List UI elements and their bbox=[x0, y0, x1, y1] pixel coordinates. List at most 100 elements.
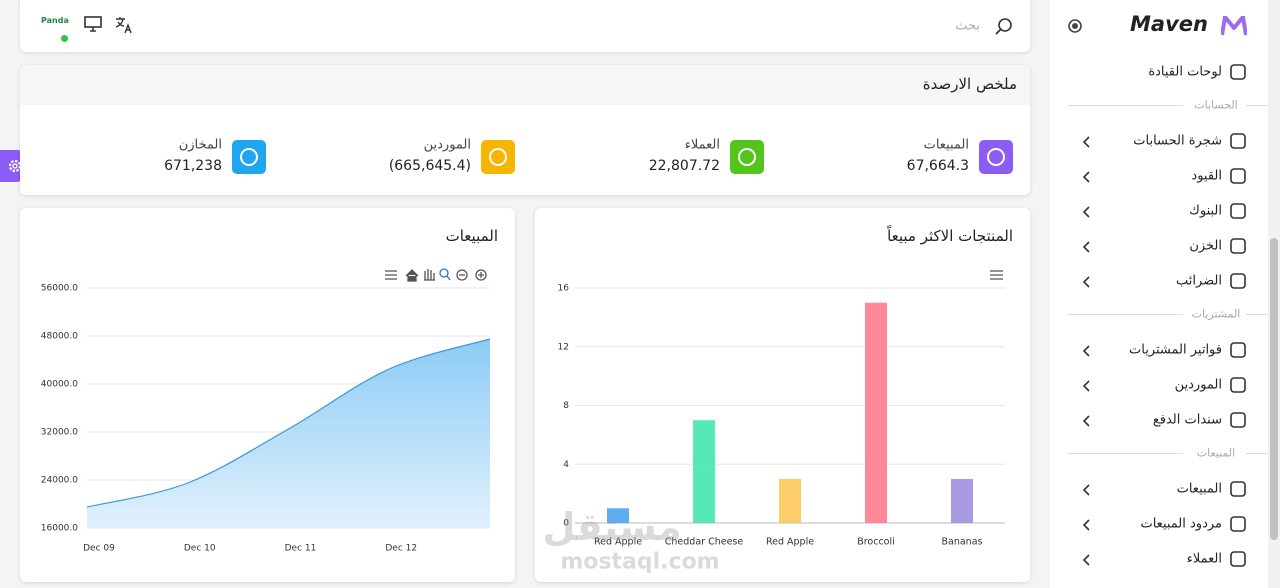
stat-label: المخازن bbox=[178, 137, 222, 153]
menu-item[interactable]: مردود المبيعات bbox=[1140, 516, 1222, 532]
menu-icon[interactable] bbox=[990, 270, 1003, 280]
search-placeholder[interactable]: بحث bbox=[955, 18, 980, 34]
chevron-path bbox=[1082, 345, 1090, 357]
menu-item[interactable]: العملاء bbox=[1186, 551, 1222, 567]
chevron-path bbox=[1082, 484, 1090, 496]
chart-title: المنتجات الاكثر مبيعاً bbox=[887, 227, 1013, 245]
menu-icon bbox=[1230, 203, 1246, 219]
icon-shape bbox=[1230, 481, 1246, 497]
y-tick-label: 4 bbox=[563, 460, 569, 470]
chart-title: المبيعات bbox=[445, 227, 498, 245]
brand: Panda bbox=[41, 16, 69, 25]
icon-shape bbox=[1230, 273, 1246, 289]
menu-icon bbox=[1230, 481, 1246, 497]
x-tick-label: Cheddar Cheese bbox=[665, 537, 744, 548]
chevron-path bbox=[1082, 206, 1090, 218]
area bbox=[87, 339, 490, 528]
stat-icon bbox=[232, 140, 266, 174]
menu-item[interactable]: البنوك bbox=[1189, 203, 1222, 219]
section-line bbox=[1068, 453, 1183, 454]
chevron bbox=[1082, 241, 1090, 253]
bar bbox=[779, 478, 801, 523]
watermark-latin: mostaql.com bbox=[560, 549, 720, 575]
sidebar-toggle[interactable] bbox=[1068, 18, 1084, 34]
x-tick-label: Bananas bbox=[942, 537, 983, 548]
section-line bbox=[1246, 105, 1268, 106]
icon-shape bbox=[1230, 342, 1246, 358]
icon-shape bbox=[1230, 133, 1246, 149]
stat-value: (665,645.4) bbox=[388, 158, 471, 174]
stat-glyph bbox=[240, 148, 258, 166]
stat-icon bbox=[730, 140, 764, 174]
products-card: المنتجات الاكثر مبيعاً 0 4 8 12 16 Red Apple C… bbox=[535, 208, 1030, 582]
sales-chart: 16000.0 24000.0 32000.0 40000.0 48000.0 56000… bbox=[41, 268, 491, 554]
glyph bbox=[489, 148, 507, 166]
menu-icon bbox=[1230, 64, 1246, 80]
x-tick-label: Broccoli bbox=[857, 537, 895, 548]
summary-header bbox=[20, 65, 1030, 105]
menu-icon bbox=[1230, 273, 1246, 289]
section-line bbox=[1068, 105, 1183, 106]
x-tick-label: Dec 12 bbox=[385, 544, 417, 554]
search-icon[interactable] bbox=[995, 17, 1013, 35]
x-tick-label: Dec 11 bbox=[285, 544, 317, 554]
chevron bbox=[1082, 519, 1090, 531]
icon-shape bbox=[1230, 238, 1246, 254]
bar bbox=[607, 508, 629, 523]
menu-item[interactable]: لوحات القيادة bbox=[1148, 64, 1222, 80]
section-title: المشتريات bbox=[1191, 307, 1241, 321]
menu-item[interactable]: الخزن bbox=[1189, 238, 1222, 254]
chevron-path bbox=[1082, 276, 1090, 288]
y-tick-label: 24000.0 bbox=[41, 476, 78, 486]
summary-title: ملخص الارصدة bbox=[922, 75, 1017, 93]
icon-shape bbox=[1230, 64, 1246, 80]
stat-glyph bbox=[987, 148, 1005, 166]
sidebar: Maven bbox=[1050, 0, 1268, 588]
y-tick-label: 56000.0 bbox=[41, 284, 78, 294]
scroll-thumb[interactable] bbox=[1270, 238, 1278, 540]
x-tick-label: Dec 09 bbox=[83, 544, 115, 554]
section-line bbox=[1068, 314, 1183, 315]
section-line bbox=[1246, 453, 1268, 454]
menu-item[interactable]: فواتير المشتريات bbox=[1129, 342, 1222, 358]
chevron bbox=[1082, 484, 1090, 496]
bar bbox=[865, 302, 887, 523]
monitor-icon[interactable] bbox=[84, 16, 102, 32]
menu-item[interactable]: القيود bbox=[1191, 168, 1222, 184]
stat-label: العملاء bbox=[684, 137, 720, 153]
scrollbar bbox=[1268, 0, 1280, 588]
menu-item[interactable]: المبيعات bbox=[1176, 481, 1222, 497]
chevron-path bbox=[1082, 380, 1090, 392]
stat-glyph bbox=[738, 148, 756, 166]
glyph bbox=[987, 148, 1005, 166]
chevron bbox=[1082, 276, 1090, 288]
menu-item[interactable]: الموردين bbox=[1174, 377, 1222, 393]
y-tick-label: 8 bbox=[563, 401, 569, 411]
chevron bbox=[1082, 136, 1090, 148]
products-chart: 0 4 8 12 16 Red Apple Cheddar Cheese Red Apple B… bbox=[558, 270, 1005, 548]
summary-card: ملخص الارصدة المبيعات 67,664.3 العملاء 22,8… bbox=[20, 65, 1030, 195]
icon-shape bbox=[1230, 516, 1246, 532]
topbar: Panda بحث bbox=[20, 0, 1030, 52]
chevron-path bbox=[1082, 415, 1090, 427]
y-tick-label: 32000.0 bbox=[41, 428, 78, 438]
y-tick-label: 12 bbox=[558, 342, 569, 352]
sales-card: المبيعات 16000.0 24000.0 32000.0 40000.0 480… bbox=[20, 208, 515, 582]
menu-item[interactable]: شجرة الحسابات bbox=[1133, 133, 1222, 149]
menu-icon bbox=[1230, 342, 1246, 358]
icon-shape bbox=[1230, 168, 1246, 184]
section-line bbox=[1246, 314, 1268, 315]
menu-item[interactable]: سندات الدفع bbox=[1152, 412, 1222, 428]
chevron bbox=[1082, 380, 1090, 392]
translate-icon[interactable] bbox=[115, 16, 133, 34]
menu-icon bbox=[1230, 133, 1246, 149]
glyph bbox=[738, 148, 756, 166]
stat-label: الموردين bbox=[423, 137, 471, 153]
chevron-path bbox=[1082, 136, 1090, 148]
stat-label: المبيعات bbox=[923, 137, 969, 153]
line bbox=[86, 338, 491, 508]
menu-item[interactable]: الضرائب bbox=[1175, 273, 1222, 289]
icon-shape bbox=[1230, 377, 1246, 393]
stat-value: 671,238 bbox=[164, 158, 222, 174]
menu-icon bbox=[1230, 168, 1246, 184]
